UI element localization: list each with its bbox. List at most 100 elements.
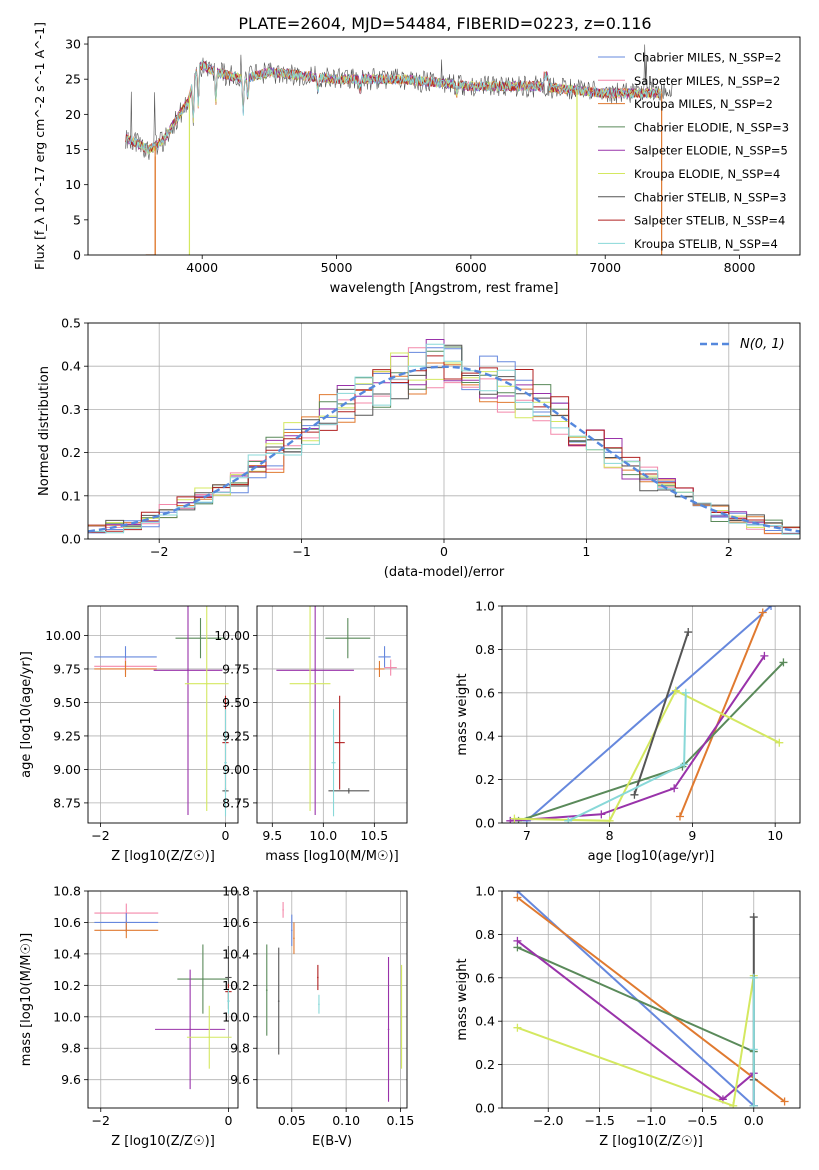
weight-age-marker-se bbox=[597, 810, 606, 819]
weight-age-marker-se bbox=[670, 784, 679, 793]
mass-Z-ylabel: mass [log10(M/M☉)] bbox=[19, 933, 34, 1066]
y-tick-label: 10.0 bbox=[222, 1009, 250, 1024]
age-mass-panel: 9.5 10.0 10.5 8.75 9.00 9.25 9.50 9.75 10.00 mass… bbox=[214, 605, 408, 864]
y-tick-label: 10.8 bbox=[222, 884, 250, 899]
weight-Z-plot-area bbox=[513, 891, 789, 1108]
weight-age-marker-ce bbox=[779, 658, 788, 667]
weight-age-series-se bbox=[510, 655, 766, 822]
y-tick-label: 10.2 bbox=[222, 978, 250, 993]
x-tick-label: 5000 bbox=[321, 260, 353, 275]
mass-Z-xlabel: Z [log10(Z/Z☉)] bbox=[111, 1134, 215, 1149]
weight-Z-marker-ke bbox=[513, 1023, 522, 1032]
y-tick-label: 9.25 bbox=[53, 728, 81, 743]
weight-age-plot-area bbox=[506, 606, 788, 823]
x-tick-label: 0 bbox=[222, 828, 230, 843]
y-tick-label: 10.4 bbox=[53, 946, 81, 961]
y-tick-label: 20 bbox=[65, 107, 81, 122]
y-tick-label: 10.8 bbox=[53, 884, 81, 899]
weight-Z-series-cm bbox=[516, 891, 755, 1107]
y-tick-label: 10.0 bbox=[53, 1009, 81, 1024]
y-tick-label: 0.2 bbox=[475, 772, 495, 787]
weight-Z-series-ke bbox=[517, 975, 755, 1108]
point-km bbox=[125, 929, 128, 932]
y-tick-label: 10.2 bbox=[53, 978, 81, 993]
weight-Z-marker-cs bbox=[749, 913, 758, 922]
legend-label-ks: Kroupa STELIB, N_SSP=4 bbox=[634, 237, 778, 251]
legend-label-se: Salpeter ELODIE, N_SSP=5 bbox=[634, 144, 788, 158]
weight-Z-panel: −2.0 −1.5 −1.0 −0.5 0.0 0.0 0.2 0.4 0.6 0.8 1.0 Z [… bbox=[455, 884, 801, 1149]
point-se bbox=[314, 669, 316, 672]
x-tick-label: −1 bbox=[292, 544, 310, 559]
point-km bbox=[124, 668, 127, 670]
point-ke bbox=[309, 682, 311, 685]
y-tick-label: 9.75 bbox=[53, 661, 81, 676]
age-Z-ylabel: age [log10(age/yr)] bbox=[19, 651, 34, 778]
mass-Z-frame bbox=[87, 890, 239, 1109]
weight-age-marker-ks bbox=[680, 760, 689, 769]
y-tick-label: 10 bbox=[65, 177, 81, 192]
y-tick-label: 0.5 bbox=[61, 316, 81, 331]
weight-Z-series-se bbox=[516, 940, 755, 1106]
weight-Z-marker-km bbox=[780, 1097, 789, 1106]
point-ke bbox=[205, 682, 208, 685]
weight-age-marker-km bbox=[675, 812, 684, 821]
point-se bbox=[189, 1028, 191, 1031]
y-tick-label: 10.6 bbox=[53, 915, 81, 930]
y-tick-label: 9.50 bbox=[53, 695, 81, 710]
y-tick-label: 0.6 bbox=[475, 970, 495, 985]
weight-age-marker-cm bbox=[767, 606, 776, 610]
weight-age-marker-se bbox=[760, 651, 769, 660]
weight-age-marker-ke bbox=[671, 686, 680, 695]
x-tick-label: 8000 bbox=[724, 260, 756, 275]
weight-age-marker-ke bbox=[775, 738, 784, 747]
spectrum-series-ks bbox=[125, 59, 662, 154]
x-tick-label: 10.5 bbox=[360, 828, 388, 843]
mass-EBV-plot-area bbox=[265, 902, 403, 1102]
point-km bbox=[378, 668, 381, 670]
x-tick-label: 7000 bbox=[589, 260, 621, 275]
age-mass-xlabel: mass [log10(M/M☉)] bbox=[265, 849, 398, 864]
y-tick-label: 0 bbox=[73, 248, 81, 263]
legend-label-cs: Chabrier STELIB, N_SSP=3 bbox=[634, 190, 786, 204]
y-tick-label: 9.00 bbox=[222, 762, 250, 777]
y-tick-label: 1.0 bbox=[475, 599, 495, 614]
y-tick-label: 0.4 bbox=[61, 359, 81, 374]
y-tick-label: 0.2 bbox=[61, 445, 81, 460]
x-tick-label: −0.5 bbox=[687, 1113, 717, 1128]
point-ss bbox=[338, 741, 341, 744]
normal-curve bbox=[88, 365, 800, 533]
x-tick-label: 2 bbox=[725, 544, 733, 559]
y-tick-label: 0.1 bbox=[61, 488, 81, 503]
weight-age-xlabel: age [log10(age/yr)] bbox=[588, 849, 715, 864]
point-cs bbox=[348, 790, 350, 792]
y-tick-label: 8.75 bbox=[222, 795, 250, 810]
y-tick-label: 0.4 bbox=[475, 729, 495, 744]
weight-age-series-ke bbox=[514, 689, 780, 822]
weight-Z-ylabel: mass weight bbox=[455, 958, 470, 1040]
spectrum-xlabel: wavelength [Angstrom, rest frame] bbox=[330, 281, 559, 296]
weight-age-series-cs bbox=[633, 631, 690, 796]
y-tick-label: 0.8 bbox=[475, 927, 495, 942]
y-tick-label: 15 bbox=[65, 142, 81, 157]
residuals-plot-area bbox=[88, 339, 800, 535]
weight-age-series-cm bbox=[526, 606, 772, 822]
hist-ks bbox=[88, 343, 800, 535]
y-tick-label: 10.00 bbox=[45, 628, 81, 643]
weight-age-frame bbox=[501, 605, 801, 824]
point-ks bbox=[318, 1003, 320, 1006]
point-ce bbox=[202, 978, 204, 980]
y-tick-label: 9.75 bbox=[222, 661, 250, 676]
y-tick-label: 9.6 bbox=[230, 1072, 250, 1087]
y-tick-label: 9.25 bbox=[222, 728, 250, 743]
legend-label-sm: Salpeter MILES, N_SSP=2 bbox=[634, 74, 780, 88]
x-tick-label: 0.15 bbox=[387, 1113, 415, 1128]
weight-Z-marker-ks bbox=[749, 973, 758, 982]
mass-EBV-frame bbox=[256, 890, 408, 1109]
weight-Z-marker-se bbox=[513, 936, 522, 945]
x-tick-label: 9 bbox=[688, 828, 696, 843]
mass-Z-plot-area bbox=[94, 903, 232, 1090]
y-tick-label: 10.6 bbox=[222, 915, 250, 930]
x-tick-label: −2.0 bbox=[533, 1113, 563, 1128]
spectrum-panel: 4000 5000 6000 7000 8000 0 5 10 15 20 25 30 waveleng… bbox=[32, 22, 801, 296]
x-tick-label: 8 bbox=[606, 828, 614, 843]
